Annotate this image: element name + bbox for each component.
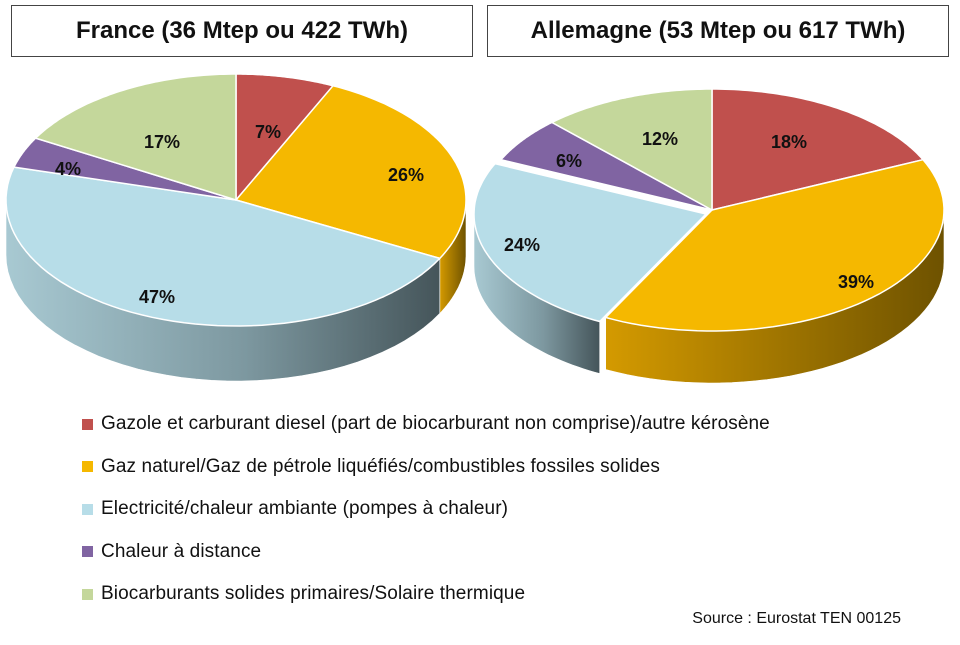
legend-label-diesel: Gazole et carburant diesel (part de bioc… bbox=[101, 413, 770, 435]
legend-swatch-diesel bbox=[82, 418, 93, 430]
legend-item-biofuels: Biocarburants solides primaires/Solaire … bbox=[82, 573, 770, 616]
germany-label-district-heat: 6% bbox=[556, 151, 582, 171]
france-label-biofuels: 17% bbox=[144, 132, 180, 152]
germany-slice-biofuels bbox=[551, 88, 713, 211]
legend-item-electricity: Electricité/chaleur ambiante (pompes à c… bbox=[82, 488, 770, 531]
france-label-diesel: 7% bbox=[255, 122, 281, 142]
france-label-gas: 26% bbox=[388, 165, 424, 185]
legend-swatch-electricity bbox=[82, 503, 93, 515]
germany-label-electricity: 24% bbox=[504, 235, 540, 255]
legend-item-diesel: Gazole et carburant diesel (part de bioc… bbox=[82, 403, 770, 446]
legend-swatch-biofuels bbox=[82, 588, 93, 600]
pie-charts: 7% 26% 47% 4% 17% 18% 39% 24% 6% 12% bbox=[5, 73, 945, 384]
pie-france: 7% 26% 47% 4% 17% bbox=[5, 73, 467, 382]
legend: Gazole et carburant diesel (part de bioc… bbox=[82, 403, 770, 616]
legend-label-gas: Gaz naturel/Gaz de pétrole liquéfiés/com… bbox=[101, 455, 660, 477]
germany-slice-diesel bbox=[711, 88, 924, 211]
germany-label-gas: 39% bbox=[838, 272, 874, 292]
germany-label-diesel: 18% bbox=[771, 132, 807, 152]
france-slice-electricity bbox=[5, 166, 441, 327]
france-slice-diesel bbox=[235, 73, 334, 201]
france-label-electricity: 47% bbox=[139, 287, 175, 307]
pie-germany: 18% 39% 24% 6% 12% bbox=[473, 88, 945, 384]
chart-title-germany: Allemagne (53 Mtep ou 617 TWh) bbox=[487, 5, 949, 57]
germany-label-biofuels: 12% bbox=[642, 129, 678, 149]
france-slice-biofuels bbox=[34, 73, 237, 201]
legend-label-electricity: Electricité/chaleur ambiante (pompes à c… bbox=[101, 498, 509, 520]
legend-item-gas: Gaz naturel/Gaz de pétrole liquéfiés/com… bbox=[82, 446, 770, 489]
germany-slice-gas bbox=[604, 158, 945, 332]
germany-slice-electricity bbox=[473, 162, 707, 323]
france-label-district-heat: 4% bbox=[55, 159, 81, 179]
legend-swatch-gas bbox=[82, 461, 93, 473]
france-slice-district-heat bbox=[13, 137, 237, 201]
legend-label-biofuels: Biocarburants solides primaires/Solaire … bbox=[101, 583, 526, 605]
legend-item-district-heat: Chaleur à distance bbox=[82, 531, 770, 574]
france-slice-gas bbox=[235, 85, 467, 260]
germany-slice-district-heat bbox=[500, 121, 713, 211]
chart-title-france: France (36 Mtep ou 422 TWh) bbox=[11, 5, 473, 57]
legend-swatch-district-heat bbox=[82, 546, 93, 558]
source-note: Source : Eurostat TEN 00125 bbox=[692, 610, 901, 627]
legend-label-district-heat: Chaleur à distance bbox=[101, 540, 262, 562]
